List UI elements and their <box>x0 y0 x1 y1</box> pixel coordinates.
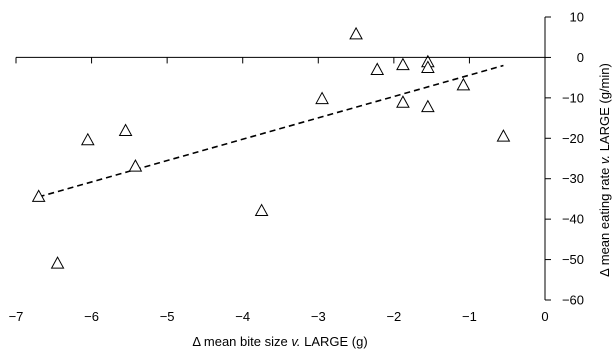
trendline <box>38 64 504 198</box>
x-tick-label: 0 <box>541 309 548 324</box>
data-point <box>80 132 95 146</box>
data-point <box>496 129 511 142</box>
y-tick-label: −60 <box>562 293 584 308</box>
y-axis: 10 0 −10 −20 −30 −40 −50 −60 <box>544 10 584 308</box>
x-axis: −7 −6 −5 −4 −3 −2 −1 0 <box>9 56 549 324</box>
data-point <box>128 159 143 172</box>
x-tick-label: −7 <box>9 309 24 324</box>
y-tick-label: −20 <box>562 131 584 146</box>
y-tick-label: 0 <box>577 50 584 65</box>
data-point <box>50 256 65 269</box>
y-tick-label: −40 <box>562 212 584 227</box>
points-layer <box>31 26 511 269</box>
data-point <box>370 62 385 75</box>
y-tick-label: −50 <box>562 252 584 267</box>
y-tick-label: 10 <box>570 10 584 25</box>
x-tick-label: −4 <box>235 309 250 324</box>
data-point <box>421 60 435 73</box>
data-point <box>421 99 435 113</box>
data-point <box>456 77 471 91</box>
data-point <box>396 95 410 108</box>
data-point <box>254 203 269 217</box>
x-tick-label: −3 <box>311 309 326 324</box>
x-tick-label: −6 <box>84 309 99 324</box>
y-tick-label: −10 <box>562 90 584 105</box>
data-point <box>315 91 329 105</box>
data-point <box>118 123 133 137</box>
x-axis-title: Δ mean bite size v. LARGE (g) <box>192 334 367 349</box>
data-point <box>349 26 363 40</box>
data-point <box>31 189 46 202</box>
y-axis-title: Δ mean eating rate v. LARGE (g/min) <box>597 63 612 277</box>
data-point <box>396 57 410 71</box>
x-tick-label: −5 <box>160 309 175 324</box>
trendline-layer <box>38 64 504 198</box>
x-tick-label: −1 <box>462 309 477 324</box>
x-tick-label: −2 <box>386 309 401 324</box>
y-tick-label: −30 <box>562 171 584 186</box>
